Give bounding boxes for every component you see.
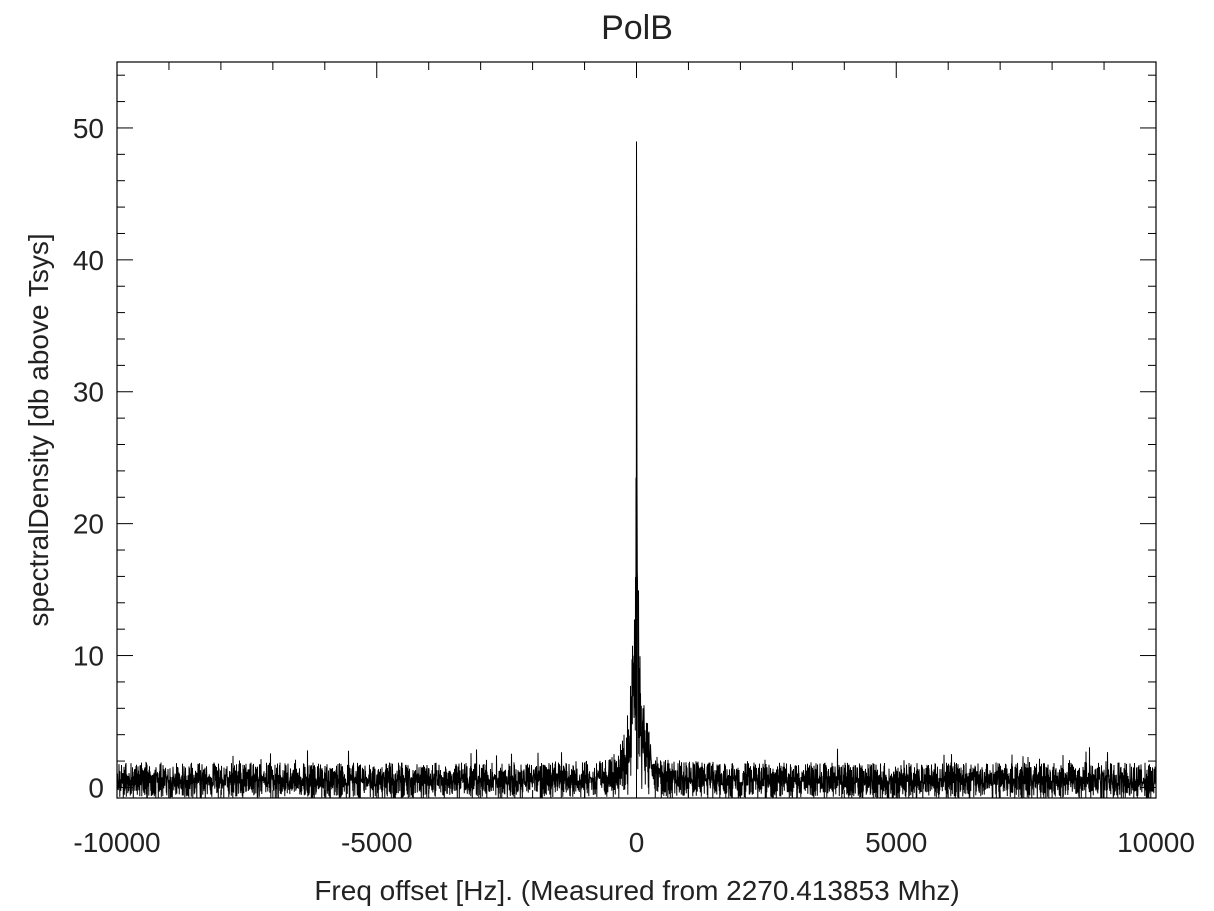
plot-area [117,141,1156,798]
y-tick-label: 50 [73,113,104,144]
y-axis-label: spectralDensity [db above Tsys] [23,233,54,626]
chart-title: PolB [601,9,673,47]
y-tick-label: 40 [73,245,104,276]
x-tick-label: 10000 [1117,827,1195,858]
x-tick-label: -5000 [341,827,413,858]
x-axis-label: Freq offset [Hz]. (Measured from 2270.41… [314,875,959,906]
y-axis-tick-labels: 0 10 20 30 40 50 [73,113,104,803]
y-tick-label: 10 [73,641,104,672]
axis-ticks [116,62,1157,798]
y-tick-label: 20 [73,509,104,540]
y-tick-label: 0 [88,772,104,803]
x-axis-tick-labels: -10000 -5000 0 5000 10000 [73,827,1195,858]
y-tick-label: 30 [73,377,104,408]
x-tick-label: -10000 [73,827,160,858]
series-line [117,141,1156,798]
x-tick-label: 0 [629,827,645,858]
x-tick-label: 5000 [865,827,927,858]
